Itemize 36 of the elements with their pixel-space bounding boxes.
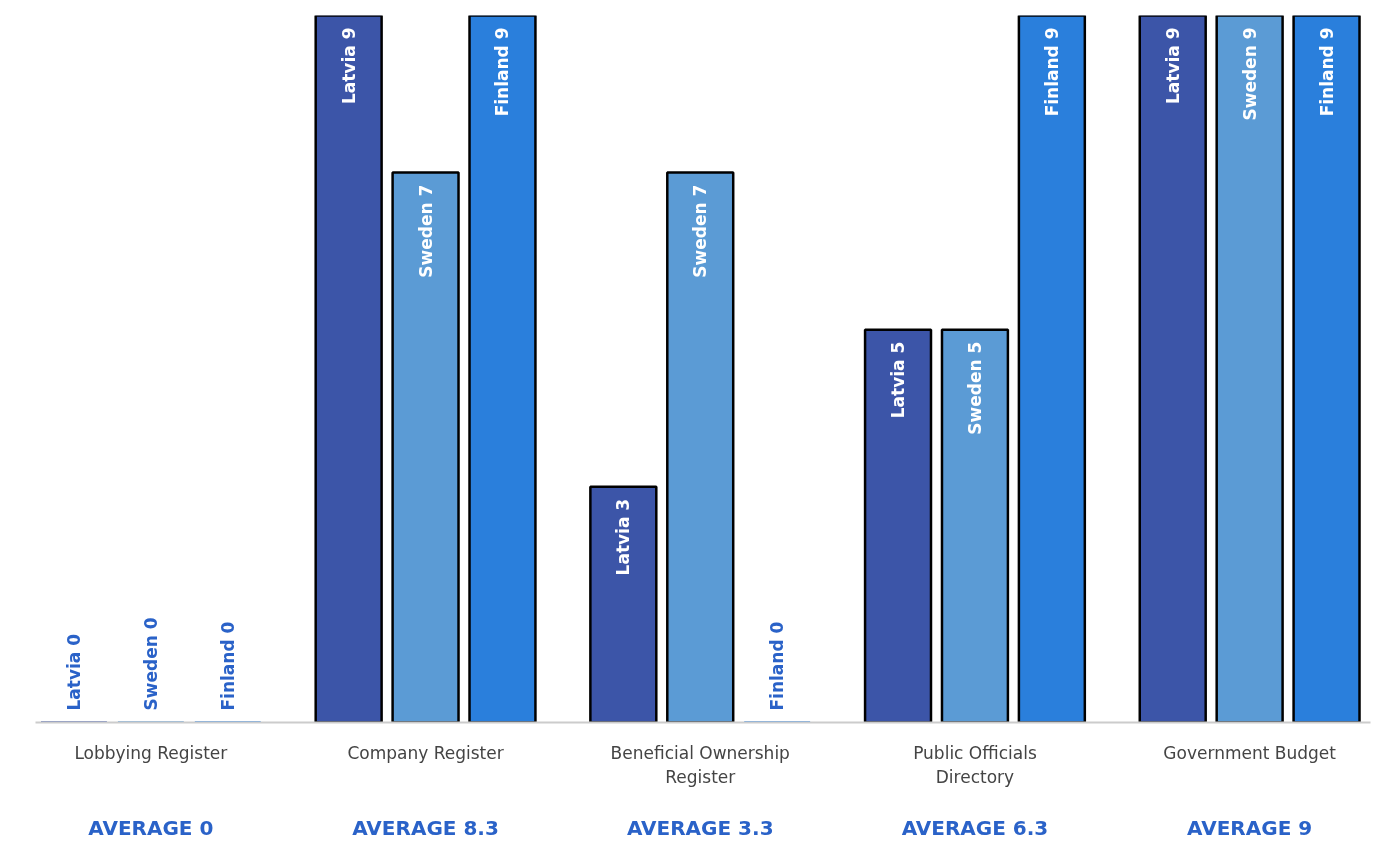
data-label: Finland 9 xyxy=(1041,27,1062,117)
text: AVERAGE 0 xyxy=(88,815,214,840)
x-tick-label: Lobbying Register xyxy=(74,742,228,763)
data-label: Finland 0 xyxy=(767,621,788,711)
bar xyxy=(940,328,1010,723)
bar xyxy=(666,171,735,723)
data-label: Sweden 0 xyxy=(140,617,161,711)
bar xyxy=(1138,15,1207,723)
data-label: Latvia 9 xyxy=(338,27,359,105)
data-label: Finland 9 xyxy=(492,27,513,117)
bar xyxy=(589,485,658,723)
bar xyxy=(1292,15,1361,723)
data-label: Latvia 0 xyxy=(63,633,84,711)
data-label: Finland 0 xyxy=(217,621,238,711)
text: AVERAGE 9 xyxy=(1187,815,1313,840)
bar xyxy=(314,15,383,723)
bar xyxy=(1017,15,1087,723)
data-label: Latvia 5 xyxy=(888,341,909,419)
bar xyxy=(391,171,460,723)
bar xyxy=(863,328,933,723)
data-label: Finland 9 xyxy=(1316,27,1337,117)
text: AVERAGE 6.3 xyxy=(901,815,1049,840)
data-label: Sweden 7 xyxy=(415,184,436,278)
x-tick-label: Beneficial Ownership Register xyxy=(610,742,790,787)
text: AVERAGE 3.3 xyxy=(626,815,774,840)
data-label: Latvia 9 xyxy=(1162,27,1183,105)
data-label: Sweden 7 xyxy=(690,184,711,278)
data-label: Sweden 5 xyxy=(964,341,985,435)
data-label: Sweden 9 xyxy=(1239,27,1260,121)
x-tick-label: Government Budget xyxy=(1163,742,1337,763)
x-tick-label: Public Officials Directory xyxy=(913,742,1037,787)
text: AVERAGE 8.3 xyxy=(352,815,499,840)
bar xyxy=(1215,15,1284,723)
x-tick-label: Company Register xyxy=(347,742,504,763)
data-label: Latvia 3 xyxy=(613,498,634,576)
bar xyxy=(468,15,537,723)
